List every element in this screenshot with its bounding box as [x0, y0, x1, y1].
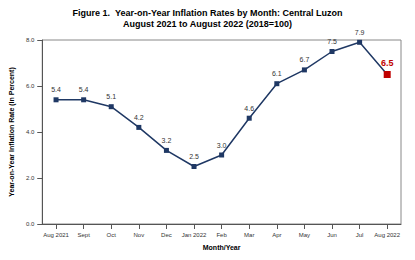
svg-text:0.0: 0.0 [26, 221, 35, 227]
svg-text:Aug 2021: Aug 2021 [43, 232, 69, 238]
svg-text:8.0: 8.0 [26, 37, 35, 43]
svg-text:2.5: 2.5 [189, 153, 199, 160]
svg-text:Month/Year: Month/Year [203, 244, 241, 251]
svg-text:Mar: Mar [244, 232, 254, 238]
svg-text:Jun: Jun [327, 232, 337, 238]
svg-text:5.1: 5.1 [106, 93, 116, 100]
svg-text:May: May [299, 232, 310, 238]
svg-text:Figure 1. Year-on-Year Inflat: Figure 1. Year-on-Year Inflation Rates b… [73, 8, 343, 18]
svg-text:6.0: 6.0 [26, 83, 35, 89]
svg-text:5.4: 5.4 [51, 86, 61, 93]
svg-text:Dec: Dec [161, 232, 172, 238]
svg-text:6.5: 6.5 [381, 58, 394, 68]
svg-text:5.4: 5.4 [79, 86, 89, 93]
svg-text:7.5: 7.5 [327, 38, 337, 45]
svg-text:Feb: Feb [216, 232, 227, 238]
svg-text:Jan 2022: Jan 2022 [182, 232, 207, 238]
svg-text:Apr: Apr [272, 232, 281, 238]
svg-text:3.0: 3.0 [217, 142, 227, 149]
svg-text:4.2: 4.2 [134, 114, 144, 121]
svg-text:Sept: Sept [77, 232, 90, 238]
svg-text:4.0: 4.0 [26, 129, 35, 135]
svg-text:August 2021 to August 2022 (20: August 2021 to August 2022 (2018=100) [123, 19, 292, 29]
svg-text:7.9: 7.9 [355, 29, 365, 36]
svg-text:6.1: 6.1 [272, 70, 282, 77]
svg-text:3.2: 3.2 [162, 137, 172, 144]
svg-text:Jul: Jul [356, 232, 364, 238]
svg-text:Nov: Nov [133, 232, 144, 238]
svg-text:6.7: 6.7 [300, 56, 310, 63]
svg-text:Oct: Oct [107, 232, 117, 238]
svg-text:2.0: 2.0 [26, 175, 35, 181]
svg-text:Aug 2022: Aug 2022 [374, 232, 400, 238]
svg-text:4.6: 4.6 [244, 105, 254, 112]
svg-text:Year-on-Year Inflation Rate (I: Year-on-Year Inflation Rate (In Percent) [8, 67, 16, 197]
